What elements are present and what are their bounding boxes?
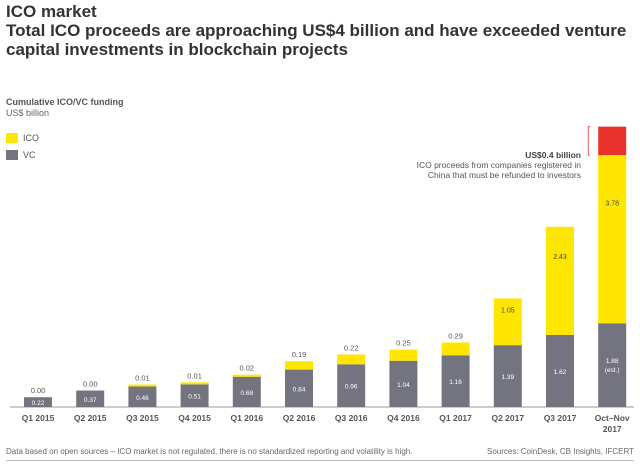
sources: Sources: CoinDesk, CB Insights, IFCERT	[486, 447, 634, 456]
bar-vc	[337, 364, 366, 407]
bar-label-ico: 0.02	[239, 364, 254, 373]
bar-label-vc: 0.51	[188, 394, 201, 401]
bar-label-vc: 0.46	[136, 395, 149, 402]
bar-label-vc: 1.39	[501, 374, 514, 381]
annotation-bracket	[587, 126, 591, 156]
bar-label-ico: 0.29	[448, 331, 463, 340]
bar-vc	[76, 390, 105, 407]
bar-vc	[546, 334, 574, 407]
refund-annotation: US$0.4 billion ICO proceeds from compani…	[417, 150, 581, 180]
bar-ico	[598, 155, 627, 324]
bar-vc	[598, 323, 627, 407]
bar-refund	[598, 126, 627, 156]
legend-swatch-ico	[6, 133, 18, 143]
x-tick-label: Q3 2015	[126, 413, 159, 423]
x-tick-label: 2017	[603, 424, 622, 434]
x-tick-label: Q1 2017	[439, 413, 472, 423]
bar-label-ico: 0.25	[396, 339, 411, 348]
x-tick-label: Q3 2017	[544, 413, 577, 423]
bar-label-ico: 0.22	[344, 343, 359, 352]
bar-ico	[232, 374, 261, 377]
x-tick-label: Oct–Nov	[595, 413, 630, 423]
bar-label-ico: 3.78	[605, 201, 619, 208]
x-tick-label: Q2 2015	[74, 413, 107, 423]
bar-label-ico: 1.05	[501, 307, 515, 314]
x-tick-label: Q3 2016	[335, 413, 368, 423]
chart-title: ICO market	[6, 2, 97, 21]
y-unit-label: US$ billion	[6, 108, 50, 118]
bar-vc	[24, 397, 52, 407]
bar-ico	[180, 382, 209, 385]
bar-label-vc: 0.37	[84, 397, 97, 404]
bar-vc	[180, 384, 209, 407]
legend-swatch-vc	[6, 150, 18, 160]
bar-label-vc: 1.04	[397, 382, 410, 389]
annotation-text-2: China that must be refunded to investors	[427, 170, 581, 180]
bar-vc	[493, 345, 522, 407]
bar-label-vc: 0.68	[240, 390, 253, 397]
bar-label-vc: 1.88	[606, 358, 619, 365]
bar-label-vc: 1.16	[449, 379, 462, 386]
bar-vc	[232, 376, 261, 407]
bar-vc	[128, 386, 157, 407]
annotation-text-1: ICO proceeds from companies registered i…	[416, 160, 581, 170]
bar-label-vc: 0.22	[32, 400, 45, 407]
footer-rule	[6, 460, 634, 461]
legend-vc: VC	[6, 150, 36, 160]
bar-ico	[128, 384, 157, 387]
bar-vc	[441, 355, 470, 407]
chart-subtitle: Total ICO proceeds are approaching US$4 …	[6, 21, 627, 59]
bar-vc	[285, 369, 313, 407]
legend-ico: ICO	[6, 133, 39, 143]
bar-label-vc: 0.96	[345, 384, 358, 391]
legend-label-vc: VC	[23, 150, 36, 160]
bar-ico	[389, 349, 418, 361]
bar-label-ico: 2.43	[553, 254, 567, 261]
x-tick-label: Q2 2017	[491, 413, 524, 423]
x-tick-label: Q4 2016	[387, 413, 420, 423]
x-tick-label: Q4 2015	[178, 413, 211, 423]
bar-ico	[441, 342, 470, 356]
bar-label-ico: 0.19	[292, 350, 307, 359]
bar-ico	[337, 354, 366, 365]
bar-label-vc: 1.62	[554, 369, 567, 376]
bar-label-ico: 0.01	[135, 374, 150, 383]
bar-label-vc: 0.84	[293, 386, 306, 393]
bar-ico	[546, 226, 574, 335]
bar-label-ico: 0.01	[187, 371, 202, 380]
x-tick-label: Q1 2015	[22, 413, 55, 423]
annotation-title: US$0.4 billion	[525, 150, 581, 160]
bar-label-ico: 0.00	[31, 386, 46, 395]
bar-vc	[389, 360, 418, 407]
bar-ico	[493, 298, 522, 346]
bar-label-vc: (est.)	[605, 367, 620, 374]
x-tick-label: Q1 2016	[230, 413, 263, 423]
x-tick-label: Q2 2016	[283, 413, 316, 423]
bar-label-ico: 0.00	[83, 380, 98, 389]
legend-label-ico: ICO	[23, 133, 40, 143]
chart-heading: Cumulative ICO/VC funding	[6, 97, 124, 107]
footnote: Data based on open sources – ICO market …	[6, 447, 413, 456]
bar-ico	[285, 361, 313, 370]
